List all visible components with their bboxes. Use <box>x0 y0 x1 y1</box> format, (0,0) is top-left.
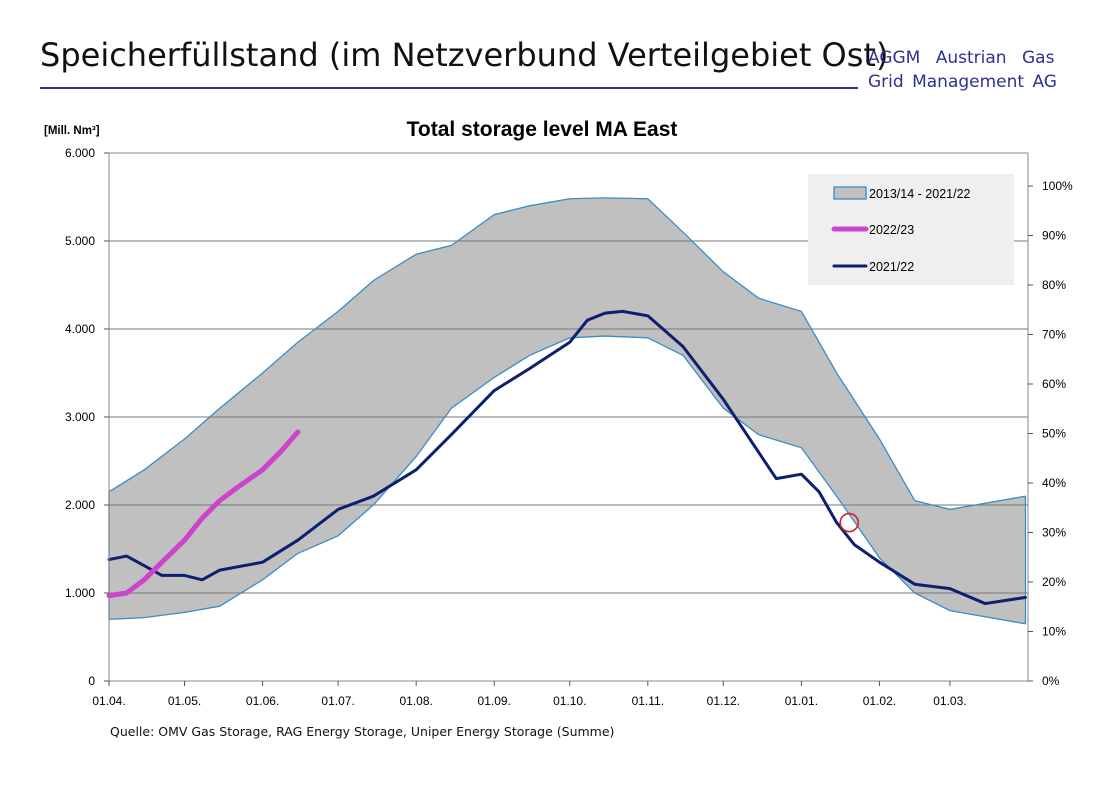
y-tick-label: 5.000 <box>65 234 95 248</box>
x-tick-label: 01.09. <box>478 694 511 708</box>
y2-tick-label: 40% <box>1042 476 1066 490</box>
x-tick-label: 01.11. <box>632 694 664 708</box>
legend-swatch-band <box>833 186 867 200</box>
y2-tick-label: 0% <box>1042 674 1060 688</box>
y2-tick-label: 60% <box>1042 377 1066 391</box>
x-tick-label: 01.03. <box>933 694 966 708</box>
y-tick-label: 0 <box>88 674 95 688</box>
title-underline <box>40 87 858 89</box>
legend-label: 2021/22 <box>869 260 914 274</box>
y-tick-label: 3.000 <box>65 410 95 424</box>
legend-label: 2013/14 - 2021/22 <box>869 187 971 201</box>
series-line-2021-22 <box>107 309 1027 606</box>
range-band-area <box>109 197 1026 624</box>
y-tick-label: 6.000 <box>65 146 95 160</box>
x-tick-label: 01.06. <box>246 694 279 708</box>
y2-tick-label: 90% <box>1042 229 1066 243</box>
annotation-circle <box>839 512 860 533</box>
x-tick-label: 01.07. <box>321 694 354 708</box>
y-axis-label: [Mill. Nm³] <box>44 125 100 137</box>
brand-logo-text: AGGM Austrian Gas Grid Management AG <box>868 46 1057 94</box>
brand-line-2: Grid Management AG <box>868 72 1057 92</box>
y2-tick-label: 30% <box>1042 526 1066 540</box>
page-title: Speicherfüllstand (im Netzverbund Vertei… <box>40 36 889 74</box>
series-line-2022-23 <box>106 429 301 599</box>
y2-tick-label: 70% <box>1042 328 1066 342</box>
y2-tick-label: 80% <box>1042 278 1066 292</box>
x-tick-label: 01.08. <box>399 694 432 708</box>
x-tick-label: 01.02. <box>863 694 896 708</box>
y-tick-label: 2.000 <box>65 498 95 512</box>
x-tick-label: 01.01. <box>785 694 818 708</box>
y2-tick-label: 10% <box>1042 625 1066 639</box>
y-tick-label: 4.000 <box>65 322 95 336</box>
legend-label: 2022/23 <box>869 223 914 237</box>
source-note: Quelle: OMV Gas Storage, RAG Energy Stor… <box>110 724 615 739</box>
range-band-lower-edge <box>108 335 1026 625</box>
range-band-upper-edge <box>108 197 1026 511</box>
chart-title: Total storage level MA East <box>407 118 678 141</box>
y2-tick-label: 100% <box>1042 179 1073 193</box>
y-tick-label: 1.000 <box>65 586 95 600</box>
x-tick-label: 01.12. <box>707 694 740 708</box>
x-tick-label: 01.10. <box>553 694 586 708</box>
y2-tick-label: 50% <box>1042 427 1066 441</box>
y2-tick-label: 20% <box>1042 575 1066 589</box>
x-tick-label: 01.04. <box>92 694 125 708</box>
x-tick-label: 01.05. <box>168 694 201 708</box>
brand-line-1: AGGM Austrian Gas <box>868 48 1055 68</box>
